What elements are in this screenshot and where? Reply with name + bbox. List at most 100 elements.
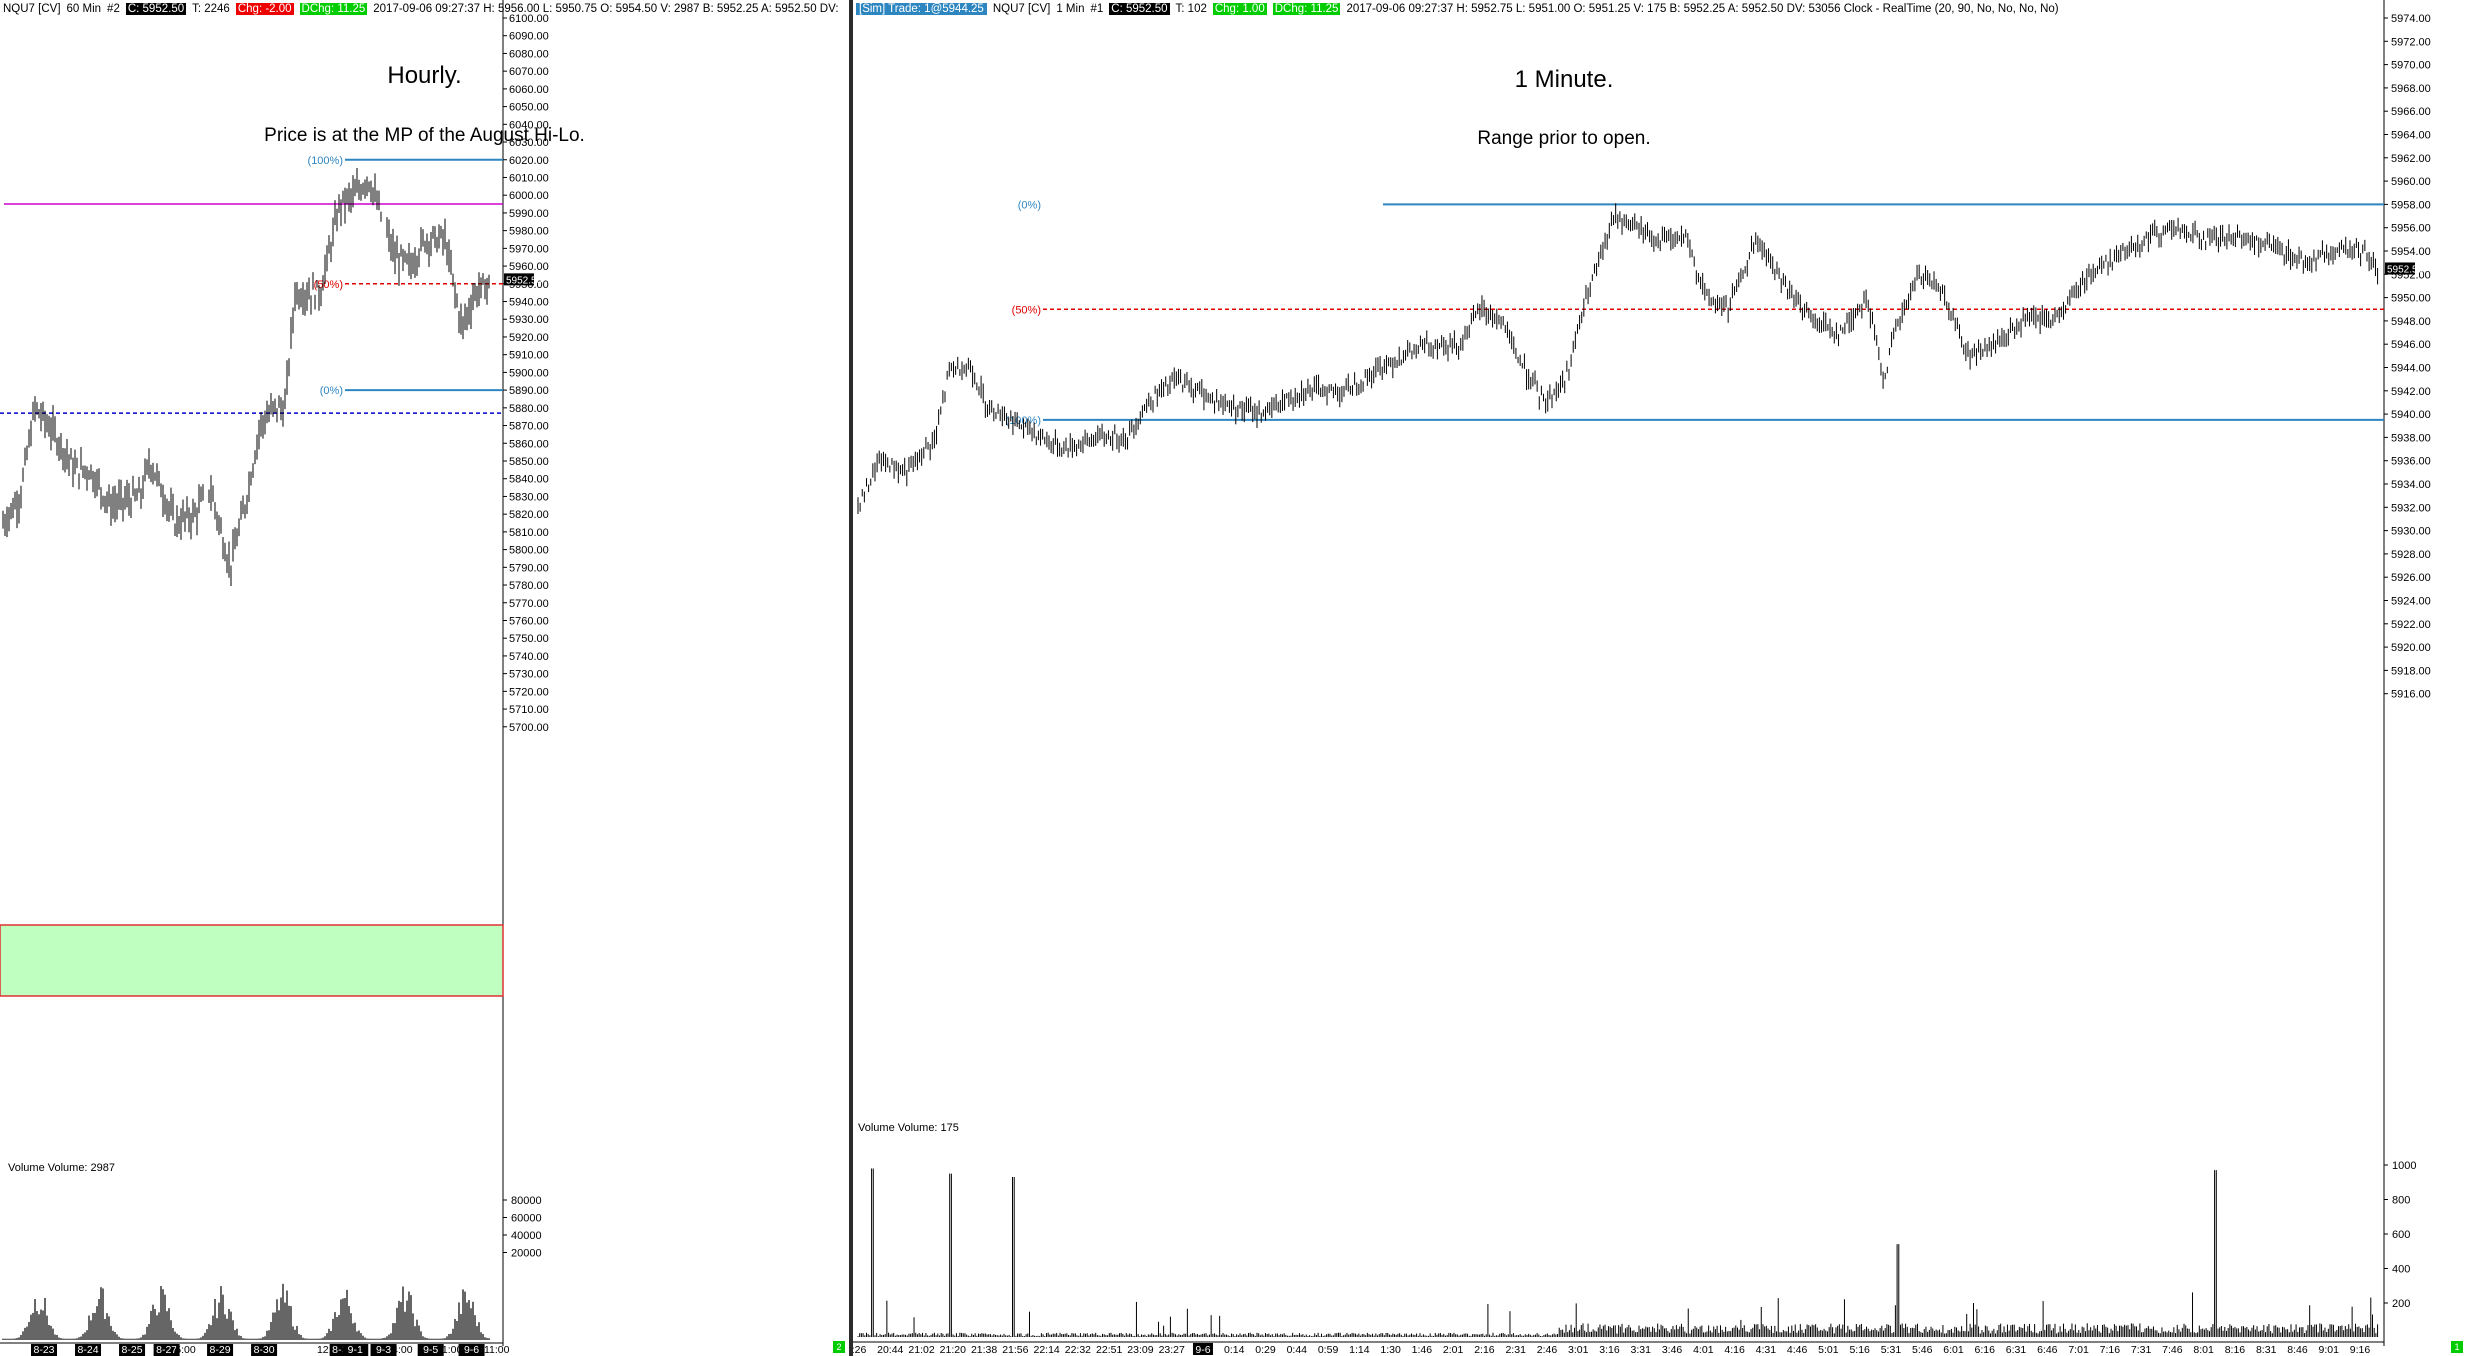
price-tick-label: 5950.00: [2391, 293, 2431, 305]
price-tick-label: 5942.00: [2391, 386, 2431, 398]
price-tick-label: 5940.00: [2391, 409, 2431, 421]
time-tick-label: 8:01: [2193, 1344, 2214, 1356]
price-tick-label: 5974.00: [2391, 13, 2431, 25]
fib-mid-label: (50%): [1012, 304, 1041, 316]
time-tick-label: 0:14: [1224, 1344, 1245, 1356]
price-tick-label: 5956.00: [2391, 223, 2431, 235]
time-tick-label: 8:46: [2287, 1344, 2308, 1356]
volume-tick-label: 800: [2392, 1195, 2410, 1207]
price-tick-label: 5958.00: [2391, 199, 2431, 211]
price-tick-label: 5970.00: [2391, 60, 2431, 72]
price-tick-label: 6010.00: [509, 172, 549, 184]
time-tick-label: :26: [853, 1344, 866, 1356]
time-tick-label: 3:01: [1568, 1344, 1589, 1356]
ticks-label: T: 2246: [192, 3, 230, 15]
daily-change-badge: DChg: 11.25: [1272, 3, 1341, 15]
price-tick-label: 5930.00: [509, 314, 549, 326]
hourly-price-chart[interactable]: 6100.00 6090.00 6080.00 6070.00 6060.00 6050.…: [0, 0, 849, 1356]
time-tick-label: 21:02: [908, 1344, 934, 1356]
time-tick-label: 22:14: [1033, 1344, 1059, 1356]
price-tick-label: 5966.00: [2391, 106, 2431, 118]
time-tick-label: 8:16: [2225, 1344, 2246, 1356]
time-tick-label: 6:46: [2037, 1344, 2058, 1356]
price-tick-label: 5790.00: [509, 562, 549, 574]
minute-chart-panel[interactable]: [Sim] Trade: 1@5944.25 NQU7 [CV] 1 Min #…: [853, 0, 2469, 1356]
price-tick-label: 5990.00: [509, 208, 549, 220]
time-tick-label: 1:30: [1380, 1344, 1401, 1356]
time-tick-label: 22:32: [1065, 1344, 1091, 1356]
current-price-label: 5952.50: [506, 275, 543, 286]
time-tick-label: 9-6: [1195, 1344, 1210, 1356]
interval-label: 1 Min: [1056, 3, 1085, 15]
time-tick-label: 6:31: [2006, 1344, 2027, 1356]
time-tick-label: 11:00: [437, 1344, 463, 1356]
price-tick-label: 5900.00: [509, 367, 549, 379]
price-tick-label: 5930.00: [2391, 526, 2431, 538]
price-tick-label: 5740.00: [509, 651, 549, 663]
panel-divider[interactable]: [849, 0, 853, 1356]
fib-mid-label: (50%): [314, 279, 343, 291]
time-tick-label: 8-30: [254, 1344, 275, 1356]
price-tick-label: 5710.00: [509, 704, 549, 716]
time-tick-marker: [342, 1344, 369, 1356]
price-tick-label: 6030.00: [509, 137, 549, 149]
price-tick-label: 5926.00: [2391, 572, 2431, 584]
time-tick-label: 9:01: [2319, 1344, 2340, 1356]
volume-tick-label: 40000: [511, 1230, 542, 1242]
price-tick-label: 6100.00: [509, 13, 549, 25]
price-tick-label: 6090.00: [509, 31, 549, 43]
time-tick-label: 2:31: [1505, 1344, 1526, 1356]
price-tick-label: 6070.00: [509, 66, 549, 78]
time-tick-marker: [1192, 1343, 1213, 1355]
price-tick-label: 5770.00: [509, 598, 549, 610]
time-tick-label: 7:16: [2100, 1344, 2121, 1356]
price-tick-label: 5970.00: [509, 243, 549, 255]
price-tick-label: 5810.00: [509, 527, 549, 539]
price-tick-label: 5700.00: [509, 722, 549, 734]
price-tick-label: 5936.00: [2391, 456, 2431, 468]
price-tick-label: 5972.00: [2391, 36, 2431, 48]
time-tick-marker: [417, 1344, 444, 1356]
daily-change-badge: DChg: 11.25: [299, 3, 368, 15]
price-tick-label: 6080.00: [509, 48, 549, 60]
price-tick-label: 5980.00: [509, 226, 549, 238]
price-tick-label: 5932.00: [2391, 502, 2431, 514]
price-tick-label: 5720.00: [509, 686, 549, 698]
close-price-badge: C: 5952.50: [125, 3, 187, 15]
change-badge: Chg: -2.00: [235, 3, 294, 15]
time-tick-label: 20:44: [877, 1344, 903, 1356]
time-tick-label: 3:16: [1599, 1344, 1620, 1356]
time-tick-label: 1:46: [1412, 1344, 1433, 1356]
time-tick-label: 9-1: [348, 1344, 363, 1356]
time-tick-label: 2:01: [1443, 1344, 1464, 1356]
time-tick-label: 6:16: [1975, 1344, 1996, 1356]
time-tick-label: 4:16: [1724, 1344, 1745, 1356]
price-tick-label: 5916.00: [2391, 689, 2431, 701]
time-tick-label: 9-5: [423, 1344, 438, 1356]
time-tick-label: 6:01: [1943, 1344, 1964, 1356]
time-tick-label: 3:31: [1631, 1344, 1652, 1356]
time-tick-marker: [119, 1344, 146, 1356]
price-tick-label: 5924.00: [2391, 596, 2431, 608]
fib-top-label: (0%): [1018, 199, 1041, 211]
price-tick-label: 5760.00: [509, 615, 549, 627]
minute-price-chart[interactable]: 5974.00 5972.00 5970.00 5968.00 5966.00 5964.…: [853, 0, 2469, 1356]
price-tick-label: 5946.00: [2391, 339, 2431, 351]
hourly-chart-panel[interactable]: NQU7 [CV] 60 Min #2 C: 5952.50 T: 2246 C…: [0, 0, 849, 1356]
time-tick-marker: [75, 1344, 102, 1356]
fib-bottom-label: (0%): [320, 385, 343, 397]
time-tick-label: 8:31: [2256, 1344, 2277, 1356]
change-badge: Chg: 1.00: [1212, 3, 1267, 15]
time-tick-label: 5:46: [1912, 1344, 1933, 1356]
time-tick-label: 7:01: [2068, 1344, 2089, 1356]
chart-number-label: #2: [107, 3, 120, 15]
price-tick-label: 5800.00: [509, 545, 549, 557]
time-tick-marker: [458, 1344, 485, 1356]
time-tick-label: 4:31: [1756, 1344, 1777, 1356]
price-tick-label: 5964.00: [2391, 130, 2431, 142]
time-tick-label: 7:46: [2162, 1344, 2183, 1356]
price-tick-label: 6060.00: [509, 84, 549, 96]
close-price-badge: C: 5952.50: [1109, 3, 1170, 15]
time-tick-label: 8-27: [156, 1344, 177, 1356]
chart-title: Hourly.: [387, 62, 462, 89]
